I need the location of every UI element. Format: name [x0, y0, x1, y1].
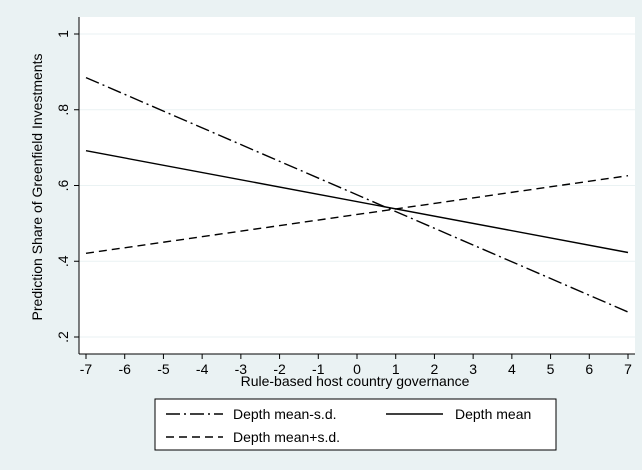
x-tick-label: 6: [585, 361, 593, 377]
x-axis-title: Rule-based host country governance: [241, 373, 470, 389]
legend-label-depth-mean: Depth mean: [455, 406, 531, 422]
y-tick-label: .2: [55, 331, 71, 343]
x-tick-label: 7: [624, 361, 632, 377]
x-tick-label: -2: [273, 361, 286, 377]
x-tick-label: 5: [547, 361, 555, 377]
series-line-depth-mean-minus-s-d: [85, 76, 629, 313]
x-tick-label: 1: [392, 361, 400, 377]
x-tick-label: -4: [196, 361, 209, 377]
legend-label-depth-mean-plus-sd: Depth mean+s.d.: [233, 429, 340, 445]
series-line-depth-mean: [85, 150, 629, 254]
y-tick-label: .6: [55, 179, 71, 191]
x-tick-label: -5: [157, 361, 170, 377]
x-tick-label: 3: [469, 361, 477, 377]
series-lines: [85, 76, 629, 313]
x-tick-label: -1: [312, 361, 325, 377]
x-tick-label: 2: [431, 361, 439, 377]
legend-box: [154, 398, 557, 451]
y-tick-label: .4: [55, 255, 71, 267]
y-tick-label: 1: [55, 30, 71, 38]
y-axis-title: Prediction Share of Greenfield Investmen…: [29, 54, 45, 321]
x-tick-label: -7: [80, 361, 93, 377]
legend: Depth mean-s.d. Depth mean Depth mean+s.…: [154, 398, 557, 451]
legend-label-depth-mean-minus-sd: Depth mean-s.d.: [233, 406, 337, 422]
grid-lines: [79, 33, 635, 338]
axis-ticks: .2 .4 .6 .8 1 -7 -6 -5 -4 -3 -2 -1 0 1 2 3 4 5 6 7: [55, 30, 632, 377]
x-tick-label: 0: [353, 361, 361, 377]
series-line-depth-mean-plus-s-d: [85, 175, 629, 254]
x-tick-label: 4: [508, 361, 516, 377]
y-tick-label: .8: [55, 104, 71, 116]
x-tick-label: -3: [235, 361, 248, 377]
x-tick-label: -6: [118, 361, 131, 377]
